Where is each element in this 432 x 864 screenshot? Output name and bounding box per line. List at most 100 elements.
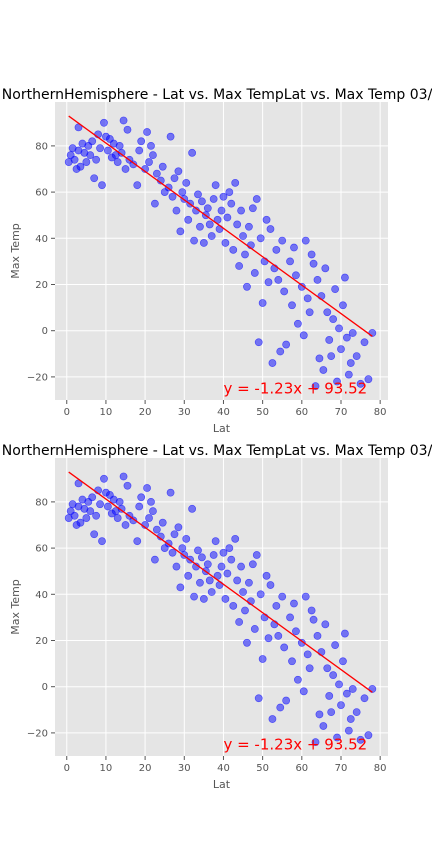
data-point bbox=[166, 488, 175, 497]
x-tick-label: 60 bbox=[295, 407, 308, 418]
data-point bbox=[166, 132, 175, 141]
data-point bbox=[205, 220, 214, 229]
y-tick-label: 0 bbox=[42, 326, 48, 337]
data-point bbox=[137, 493, 146, 502]
data-point bbox=[297, 282, 306, 291]
data-point bbox=[245, 222, 253, 231]
data-point bbox=[280, 287, 289, 296]
data-point bbox=[342, 333, 351, 342]
data-point bbox=[182, 178, 191, 187]
data-point bbox=[299, 331, 308, 340]
data-point bbox=[150, 555, 159, 564]
data-point bbox=[100, 474, 108, 483]
data-point bbox=[92, 155, 101, 164]
data-point bbox=[123, 481, 132, 490]
data-point bbox=[335, 680, 343, 689]
data-point bbox=[307, 250, 316, 259]
data-point bbox=[147, 497, 155, 506]
data-point bbox=[233, 576, 242, 585]
data-point bbox=[121, 521, 130, 529]
x-tick-label: 50 bbox=[256, 407, 269, 418]
data-point bbox=[309, 615, 318, 624]
data-point bbox=[176, 227, 185, 236]
x-tick-label: 20 bbox=[139, 763, 152, 774]
data-point bbox=[70, 511, 79, 520]
data-point bbox=[211, 181, 220, 190]
data-point bbox=[217, 562, 226, 571]
data-point bbox=[282, 340, 291, 349]
data-point bbox=[311, 382, 320, 391]
data-point bbox=[150, 199, 159, 208]
data-point bbox=[256, 234, 265, 243]
data-point bbox=[321, 264, 330, 273]
data-point bbox=[325, 692, 334, 700]
data-point bbox=[339, 657, 347, 666]
data-point bbox=[143, 128, 151, 136]
data-point bbox=[225, 544, 234, 552]
data-point bbox=[133, 181, 142, 190]
data-point bbox=[248, 204, 257, 213]
x-tick-label: 40 bbox=[217, 763, 230, 774]
data-point bbox=[117, 504, 126, 513]
data-point bbox=[282, 696, 291, 705]
data-point bbox=[305, 308, 314, 317]
y-tick-label: 20 bbox=[35, 280, 48, 291]
data-point bbox=[315, 710, 324, 719]
data-point bbox=[243, 282, 251, 291]
data-point bbox=[199, 239, 208, 247]
data-point bbox=[158, 162, 167, 171]
data-point bbox=[356, 735, 365, 744]
data-point bbox=[321, 620, 330, 629]
data-point bbox=[229, 601, 238, 610]
data-point bbox=[309, 259, 318, 268]
data-point bbox=[103, 502, 112, 511]
data-point bbox=[258, 299, 267, 307]
data-point bbox=[254, 338, 263, 347]
data-point bbox=[311, 738, 320, 747]
data-point bbox=[152, 525, 161, 534]
y-tick-label: 80 bbox=[35, 497, 48, 508]
data-point bbox=[262, 571, 271, 580]
data-point bbox=[178, 188, 187, 196]
data-point bbox=[313, 275, 322, 284]
data-point bbox=[188, 148, 197, 157]
data-point bbox=[182, 534, 191, 543]
data-point bbox=[337, 701, 345, 710]
data-point bbox=[280, 643, 289, 652]
x-axis-label: Lat bbox=[213, 778, 231, 791]
data-point bbox=[190, 592, 198, 601]
data-point bbox=[203, 204, 212, 213]
data-point bbox=[276, 347, 285, 356]
data-point bbox=[268, 715, 277, 723]
data-point bbox=[303, 294, 312, 303]
x-tick-label: 30 bbox=[178, 407, 191, 418]
data-point bbox=[115, 497, 124, 506]
data-point bbox=[168, 548, 177, 557]
data-point bbox=[82, 514, 91, 522]
data-point bbox=[333, 377, 341, 386]
data-point bbox=[290, 243, 298, 252]
x-tick-label: 10 bbox=[100, 763, 113, 774]
chart-title: NorthernHemisphere - Lat vs. Max TempLat… bbox=[2, 87, 432, 103]
data-point bbox=[98, 181, 106, 190]
data-point bbox=[196, 222, 204, 231]
data-point bbox=[129, 160, 138, 169]
data-point bbox=[301, 592, 310, 601]
regression-equation: y = -1.23x + 93.52 bbox=[223, 735, 367, 753]
plot-area bbox=[55, 458, 388, 756]
data-point bbox=[237, 206, 245, 215]
x-tick-label: 50 bbox=[256, 763, 269, 774]
data-point bbox=[352, 708, 361, 717]
data-point bbox=[149, 151, 157, 160]
data-point bbox=[90, 530, 99, 539]
y-tick-label: 60 bbox=[35, 544, 48, 555]
data-point bbox=[100, 118, 108, 127]
x-tick-label: 80 bbox=[374, 407, 387, 418]
data-point bbox=[152, 169, 161, 178]
data-point bbox=[288, 657, 296, 666]
data-point bbox=[143, 484, 151, 492]
data-point bbox=[123, 125, 132, 134]
data-point bbox=[190, 236, 198, 245]
data-point bbox=[337, 345, 345, 354]
data-point bbox=[209, 195, 218, 203]
